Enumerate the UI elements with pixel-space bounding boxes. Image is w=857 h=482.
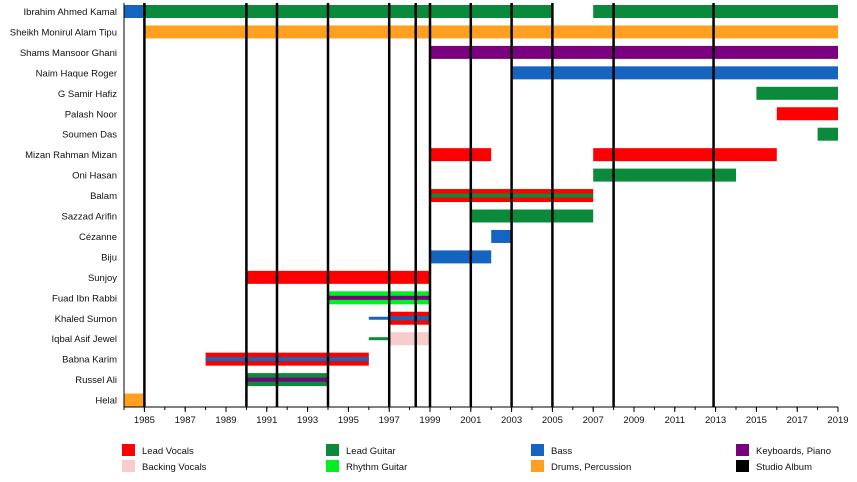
legend-swatch-keyboards <box>736 444 749 456</box>
x-tick-label-1993: 1993 <box>297 415 318 426</box>
member-label-palash-noor: Palash Noor <box>65 109 117 120</box>
bar-khaled-sumon-bass-2 <box>389 316 430 321</box>
legend-label-drums: Drums, Percussion <box>551 462 631 473</box>
member-labels: Ibrahim Ahmed Kamal Sheikh Monirul Alam T… <box>10 7 117 407</box>
member-label-biju: Biju <box>101 252 117 263</box>
legend-label-bass: Bass <box>551 446 572 457</box>
member-label-cezanne: Cézanne <box>79 232 117 243</box>
legend-swatch-backing-vocals <box>122 460 135 472</box>
bar-mizan-rahman-mizan-lead-vocals-1 <box>593 148 777 162</box>
bar-biju-bass-0 <box>430 250 492 264</box>
bar-sheikh-monirul-alam-tipu-drums-0 <box>144 25 838 39</box>
member-label-fuad-ibn-rabbi: Fuad Ibn Rabbi <box>52 293 117 304</box>
member-label-balam: Balam <box>90 191 117 202</box>
bar-sunjoy-lead-vocals-0 <box>246 270 430 284</box>
x-tick-label-2005: 2005 <box>542 415 563 426</box>
legend-swatch-rhythm-guitar <box>326 460 339 472</box>
bar-palash-noor-lead-vocals-0 <box>776 107 838 121</box>
bar-shams-mansoor-ghani-keyboards-0 <box>430 45 838 59</box>
x-tick-label-2009: 2009 <box>623 415 644 426</box>
x-tick-label-2003: 2003 <box>501 415 522 426</box>
bar-oni-hasan-lead-guitar-0 <box>593 168 736 182</box>
x-tick-label-1985: 1985 <box>134 415 155 426</box>
member-label-shams-mansoor-ghani: Shams Mansoor Ghani <box>20 48 117 59</box>
bar-helal-drums-0 <box>124 393 145 407</box>
legend: Lead Vocals Backing Vocals Lead Guitar Rhyt… <box>122 444 831 473</box>
member-label-babna-karim: Babna Karim <box>62 355 117 366</box>
member-label-iqbal-asif-jewel: Iqbal Asif Jewel <box>52 334 117 345</box>
member-label-g-samir-hafiz: G Samir Hafiz <box>58 89 117 100</box>
bar-soumen-das-lead-guitar-0 <box>817 127 838 141</box>
member-label-soumen-das: Soumen Das <box>62 130 117 141</box>
bar-naim-haque-roger-bass-0 <box>511 66 838 80</box>
legend-label-keyboards: Keyboards, Piano <box>756 446 831 457</box>
bar-ibrahim-ahmed-kamal-lead-guitar-1 <box>144 5 553 18</box>
bar-babna-karim-bass-1 <box>205 357 369 362</box>
x-tick-label-1989: 1989 <box>215 415 236 426</box>
x-tick-label-1999: 1999 <box>419 415 440 426</box>
legend-swatch-bass <box>531 444 544 456</box>
bar-fuad-ibn-rabbi-keyboards-1 <box>328 295 430 300</box>
member-label-helal: Helal <box>95 396 117 407</box>
member-bars <box>124 5 838 407</box>
bar-g-samir-hafiz-lead-guitar-0 <box>756 86 838 100</box>
x-axis: 1985 1987 1989 1991 1993 1995 1997 1999 2001 2003… <box>123 3 849 426</box>
member-label-naim-haque-roger: Naim Haque Roger <box>36 68 117 79</box>
x-tick-label-1987: 1987 <box>175 415 196 426</box>
bar-sazzad-arifin-lead-guitar-0 <box>470 209 594 223</box>
bar-ibrahim-ahmed-kamal-bass-0 <box>124 5 145 18</box>
member-label-oni-hasan: Oni Hasan <box>72 171 117 182</box>
bar-russel-ali-keyboards-1 <box>246 377 328 382</box>
legend-swatch-drums <box>531 460 544 472</box>
x-tick-label-2001: 2001 <box>460 415 481 426</box>
member-label-mizan-rahman-mizan: Mizan Rahman Mizan <box>25 150 117 161</box>
member-label-sazzad-arifin: Sazzad Arifin <box>62 212 117 223</box>
member-label-ibrahim-ahmed-kamal: Ibrahim Ahmed Kamal <box>24 7 117 18</box>
x-tick-label-2007: 2007 <box>583 415 604 426</box>
x-tick-label-1997: 1997 <box>379 415 400 426</box>
bar-cezanne-bass-0 <box>491 229 512 243</box>
x-tick-label-2019: 2019 <box>827 415 848 426</box>
legend-label-studio-album: Studio Album <box>756 462 812 473</box>
bar-ibrahim-ahmed-kamal-lead-guitar-2 <box>593 5 838 18</box>
x-tick-label-1995: 1995 <box>338 415 359 426</box>
member-label-khaled-sumon: Khaled Sumon <box>55 314 117 325</box>
legend-label-lead-vocals: Lead Vocals <box>142 446 194 457</box>
bar-iqbal-asif-jewel-backing-vocals-1 <box>389 332 430 346</box>
x-tick-label-2017: 2017 <box>787 415 808 426</box>
x-tick-label-1991: 1991 <box>256 415 277 426</box>
member-label-sheikh-monirul-alam-tipu: Sheikh Monirul Alam Tipu <box>10 27 117 38</box>
legend-swatch-studio-album <box>736 460 749 472</box>
legend-label-rhythm-guitar: Rhythm Guitar <box>346 462 407 473</box>
bar-mizan-rahman-mizan-lead-vocals-0 <box>430 148 492 162</box>
x-tick-label-2011: 2011 <box>665 415 685 426</box>
legend-label-backing-vocals: Backing Vocals <box>142 462 207 473</box>
legend-swatch-lead-vocals <box>122 444 135 456</box>
studio-album-lines <box>143 3 715 407</box>
member-label-russel-ali: Russel Ali <box>75 375 117 386</box>
x-tick-label-2015: 2015 <box>746 415 767 426</box>
x-tick-label-2013: 2013 <box>705 415 726 426</box>
member-label-sunjoy: Sunjoy <box>88 273 117 284</box>
legend-label-lead-guitar: Lead Guitar <box>346 446 396 457</box>
legend-swatch-lead-guitar <box>326 444 339 456</box>
